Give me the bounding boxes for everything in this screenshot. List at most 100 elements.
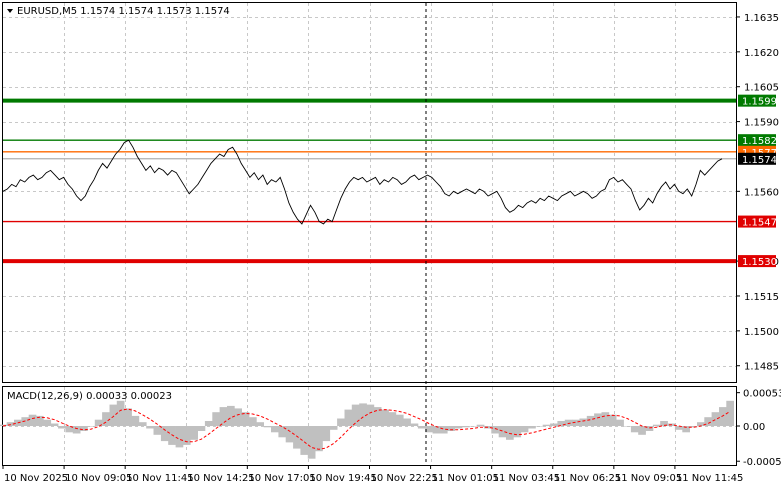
macd-bar bbox=[432, 426, 441, 434]
macd-bar bbox=[381, 409, 389, 426]
red-line-1547-label: 1.1547 bbox=[742, 218, 777, 229]
macd-bar bbox=[469, 426, 477, 427]
macd-bar bbox=[65, 426, 74, 433]
macd-bar bbox=[87, 426, 96, 427]
macd-bar bbox=[564, 419, 573, 426]
macd-bar bbox=[498, 426, 507, 438]
macd-bar bbox=[138, 422, 147, 426]
macd-bar bbox=[454, 426, 463, 429]
macd-bar bbox=[528, 426, 536, 429]
macd-bar bbox=[175, 426, 184, 448]
macd-bar bbox=[43, 419, 52, 426]
time-tick-label: 10 Nov 09:05 bbox=[65, 473, 132, 484]
price-tick-label: 1.1500 bbox=[744, 327, 779, 338]
macd-bar bbox=[711, 412, 720, 426]
macd-bar bbox=[271, 426, 279, 433]
macd-bar bbox=[726, 400, 734, 426]
macd-bar bbox=[682, 426, 690, 433]
macd-bar bbox=[256, 422, 264, 426]
time-tick-label: 10 Nov 17:05 bbox=[248, 473, 315, 484]
macd-bar bbox=[542, 424, 551, 426]
macd-bar bbox=[506, 426, 514, 440]
macd-bar bbox=[425, 426, 433, 433]
price-tick-label: 1.1515 bbox=[744, 292, 779, 303]
macd-bar bbox=[278, 426, 287, 438]
grid-lines bbox=[3, 3, 736, 465]
macd-bar bbox=[0, 424, 7, 426]
price-tick-label: 1.1635 bbox=[744, 13, 779, 24]
macd-bar bbox=[638, 426, 646, 435]
macd-signal-line bbox=[2, 408, 731, 450]
macd-bar bbox=[50, 423, 59, 426]
time-tick-label: 10 Nov 22:25 bbox=[371, 473, 438, 484]
macd-bar bbox=[601, 412, 610, 426]
price-tick-label: 1.1590 bbox=[744, 118, 779, 129]
macd-bar bbox=[395, 414, 404, 426]
macd-bar bbox=[315, 426, 323, 452]
level-lines bbox=[3, 98, 736, 264]
macd-bar bbox=[102, 412, 110, 426]
macd-bar bbox=[182, 426, 191, 445]
red-line-1530-label: 1.1530 bbox=[742, 257, 777, 268]
time-tick-label: 11 Nov 11:45 bbox=[676, 473, 743, 484]
macd-bar bbox=[6, 422, 15, 426]
macd-bar bbox=[520, 426, 529, 433]
macd-bar bbox=[293, 426, 301, 449]
macd-bar bbox=[249, 417, 257, 426]
macd-bar bbox=[58, 426, 66, 429]
price-axis: 1.1635 1.1620 1.1605 1.1590 1.1560 1.1530 1.15… bbox=[736, 13, 779, 373]
current-price-line-label: 1.1574 bbox=[742, 155, 777, 166]
price-tick-label: 1.1605 bbox=[744, 83, 779, 94]
macd-bar bbox=[307, 426, 316, 459]
macd-indicator bbox=[0, 400, 734, 459]
macd-bar bbox=[462, 426, 470, 428]
macd-bar bbox=[322, 426, 331, 442]
macd-bar bbox=[623, 426, 632, 427]
price-series bbox=[2, 139, 723, 225]
macd-bar bbox=[550, 423, 558, 426]
macd-bar bbox=[594, 413, 602, 426]
macd-bar bbox=[704, 417, 712, 426]
macd-bar bbox=[153, 426, 162, 435]
macd-info: MACD(12,26,9) 0.00033 0.00023 bbox=[7, 391, 172, 402]
macd-bar bbox=[234, 408, 242, 426]
macd-bar bbox=[645, 426, 654, 431]
macd-bar bbox=[80, 426, 88, 431]
macd-bar bbox=[285, 426, 294, 443]
macd-bar bbox=[227, 405, 235, 426]
macd-bar bbox=[616, 419, 624, 426]
macd-bar bbox=[131, 415, 140, 426]
macd-bar bbox=[417, 426, 426, 429]
price-line bbox=[2, 139, 723, 225]
time-tick-label: 11 Nov 06:25 bbox=[554, 473, 621, 484]
time-tick-label: 10 Nov 2025 bbox=[4, 473, 68, 484]
macd-bar bbox=[344, 409, 353, 426]
macd-tick-label: 0.00053 bbox=[743, 389, 781, 400]
green-line-1582-label: 1.1582 bbox=[742, 136, 777, 147]
macd-bar bbox=[660, 421, 668, 426]
macd-bar bbox=[491, 426, 499, 434]
macd-bar bbox=[190, 426, 198, 440]
macd-tick-label: -0.00056 bbox=[743, 457, 781, 468]
macd-axis: 0.00053 0.00 -0.00056 bbox=[736, 389, 781, 468]
time-tick-label: 10 Nov 11:45 bbox=[126, 473, 193, 484]
price-tick-label: 1.1560 bbox=[744, 187, 779, 198]
macd-bar bbox=[204, 421, 213, 426]
dropdown-arrow-icon[interactable] bbox=[7, 9, 13, 13]
price-panel[interactable] bbox=[2, 2, 737, 383]
time-tick-label: 11 Nov 09:05 bbox=[615, 473, 682, 484]
price-tick-label: 1.1620 bbox=[744, 48, 779, 59]
macd-bar bbox=[109, 404, 118, 426]
symbol-info: EURUSD,M5 1.1574 1.1574 1.1573 1.1574 bbox=[17, 6, 230, 17]
macd-bar bbox=[513, 426, 522, 438]
macd-bar bbox=[697, 422, 705, 426]
green-line-1582-label-bg bbox=[738, 134, 776, 147]
macd-bar bbox=[719, 407, 727, 426]
macd-bar bbox=[447, 426, 455, 431]
symbol-header[interactable]: EURUSD,M5 1.1574 1.1574 1.1573 1.1574 bbox=[7, 6, 230, 17]
green-line-1599-label-bg bbox=[738, 94, 776, 107]
macd-bar bbox=[337, 418, 345, 426]
